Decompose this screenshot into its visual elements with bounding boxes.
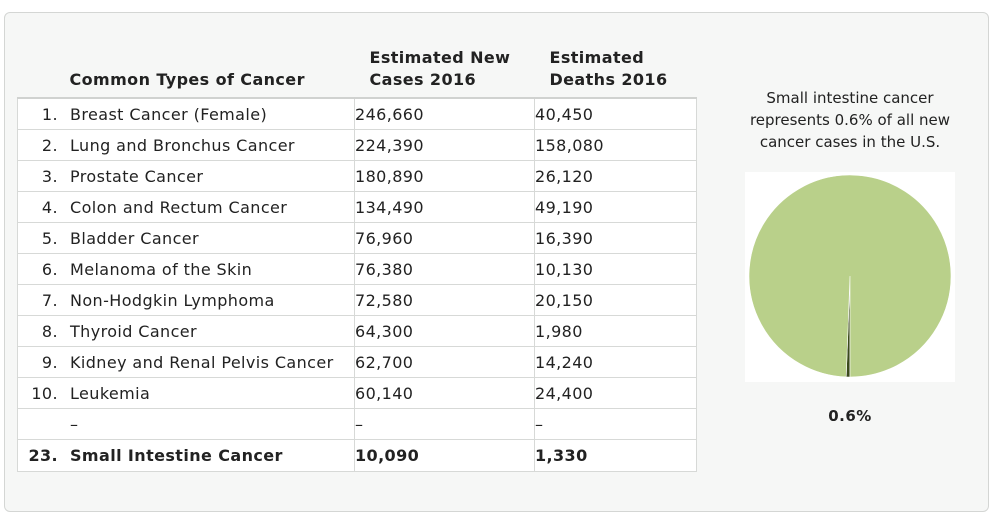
rank: 4. — [41, 197, 58, 217]
cancer-type-cell: – — [17, 408, 355, 440]
rank: 8. — [41, 321, 58, 341]
new-cases-cell: 76,960 — [354, 222, 535, 254]
rank: 2. — [41, 135, 58, 155]
cancer-name: Prostate Cancer — [70, 166, 204, 186]
new-cases-cell: 246,660 — [354, 97, 535, 130]
cancer-name: Lung and Bronchus Cancer — [70, 135, 295, 155]
deaths-cell: – — [534, 408, 697, 440]
pie-chart — [745, 172, 955, 382]
rank: 3. — [41, 166, 58, 186]
new-cases-cell: 60,140 — [354, 377, 535, 409]
deaths-cell: 20,150 — [534, 284, 697, 316]
cancer-type-cell: 9. Kidney and Renal Pelvis Cancer — [17, 346, 355, 378]
cancer-type-cell: 2. Lung and Bronchus Cancer — [17, 129, 355, 161]
deaths-cell: 1,330 — [534, 439, 697, 472]
rank: 10. — [31, 383, 58, 403]
cancer-type-cell: 4. Colon and Rectum Cancer — [17, 191, 355, 223]
rank: 5. — [41, 228, 58, 248]
cancer-name: Leukemia — [70, 383, 151, 403]
table-row: 9. Kidney and Renal Pelvis Cancer 62,700 … — [17, 346, 697, 378]
chart-title: Small intestine cancer represents 0.6% o… — [730, 87, 970, 153]
table-row: 4. Colon and Rectum Cancer 134,490 49,190 — [17, 191, 697, 223]
cancer-table: Common Types of Cancer Estimated New Cas… — [17, 47, 697, 472]
deaths-cell: 26,120 — [534, 160, 697, 192]
cancer-type-cell: 1. Breast Cancer (Female) — [17, 97, 355, 130]
new-cases-cell: 224,390 — [354, 129, 535, 161]
new-cases-cell: 72,580 — [354, 284, 535, 316]
table-row: 7. Non-Hodgkin Lymphoma 72,580 20,150 — [17, 284, 697, 316]
new-cases-cell: 76,380 — [354, 253, 535, 285]
content-panel: Common Types of Cancer Estimated New Cas… — [4, 12, 989, 512]
cancer-type-cell: 3. Prostate Cancer — [17, 160, 355, 192]
rank: 23. — [28, 446, 58, 465]
deaths-cell: 40,450 — [534, 97, 697, 130]
deaths-cell: 49,190 — [534, 191, 697, 223]
rank: 7. — [41, 290, 58, 310]
header-deaths: Estimated Deaths 2016 — [549, 48, 668, 89]
deaths-cell: 158,080 — [534, 129, 697, 161]
deaths-cell: 24,400 — [534, 377, 697, 409]
cancer-type-cell: 7. Non-Hodgkin Lymphoma — [17, 284, 355, 316]
pie-slice-1 — [748, 174, 952, 378]
table-row: 2. Lung and Bronchus Cancer 224,390 158,0… — [17, 129, 697, 161]
table-header-row: Common Types of Cancer Estimated New Cas… — [18, 47, 697, 98]
pie-data-label: 0.6% — [828, 407, 872, 425]
table-row-highlight: 23. Small Intestine Cancer 10,090 1,330 — [17, 439, 697, 472]
table-row: 8. Thyroid Cancer 64,300 1,980 — [17, 315, 697, 347]
table-row: 1. Breast Cancer (Female) 246,660 40,450 — [17, 97, 697, 130]
cancer-type-cell: 8. Thyroid Cancer — [17, 315, 355, 347]
cancer-name: Kidney and Renal Pelvis Cancer — [70, 352, 334, 372]
table-row: 10. Leukemia 60,140 24,400 — [17, 377, 697, 409]
deaths-cell: 10,130 — [534, 253, 697, 285]
cancer-type-cell: 6. Melanoma of the Skin — [17, 253, 355, 285]
deaths-cell: 14,240 — [534, 346, 697, 378]
cancer-name: – — [70, 414, 79, 434]
cancer-name: Non-Hodgkin Lymphoma — [70, 290, 275, 310]
new-cases-cell: 180,890 — [354, 160, 535, 192]
cancer-name: Small Intestine Cancer — [70, 446, 283, 465]
deaths-cell: 1,980 — [534, 315, 697, 347]
rank: 6. — [41, 259, 58, 279]
table-row-gap: – – – — [17, 408, 697, 440]
chart-title-line: Small intestine cancer — [766, 89, 934, 107]
new-cases-cell: – — [354, 408, 535, 440]
chart-title-line: represents 0.6% of all new — [749, 111, 951, 129]
cancer-name: Breast Cancer (Female) — [70, 104, 268, 124]
deaths-cell: 16,390 — [534, 222, 697, 254]
table-row: 5. Bladder Cancer 76,960 16,390 — [17, 222, 697, 254]
header-new-cases: Estimated New Cases 2016 — [369, 48, 511, 89]
cancer-name: Thyroid Cancer — [70, 321, 198, 341]
chart-title-line: cancer cases in the U.S. — [759, 133, 941, 151]
new-cases-cell: 64,300 — [354, 315, 535, 347]
rank: 9. — [41, 352, 58, 372]
new-cases-cell: 10,090 — [354, 439, 535, 472]
rank: 1. — [41, 104, 58, 124]
cancer-name: Melanoma of the Skin — [70, 259, 253, 279]
header-cancer-type: Common Types of Cancer — [69, 70, 305, 89]
cancer-type-cell: 5. Bladder Cancer — [17, 222, 355, 254]
cancer-name: Colon and Rectum Cancer — [70, 197, 288, 217]
new-cases-cell: 134,490 — [354, 191, 535, 223]
table-row: 6. Melanoma of the Skin 76,380 10,130 — [17, 253, 697, 285]
cancer-type-cell: 23. Small Intestine Cancer — [17, 439, 355, 472]
cancer-name: Bladder Cancer — [70, 228, 199, 248]
new-cases-cell: 62,700 — [354, 346, 535, 378]
table-row: 3. Prostate Cancer 180,890 26,120 — [17, 160, 697, 192]
cancer-type-cell: 10. Leukemia — [17, 377, 355, 409]
